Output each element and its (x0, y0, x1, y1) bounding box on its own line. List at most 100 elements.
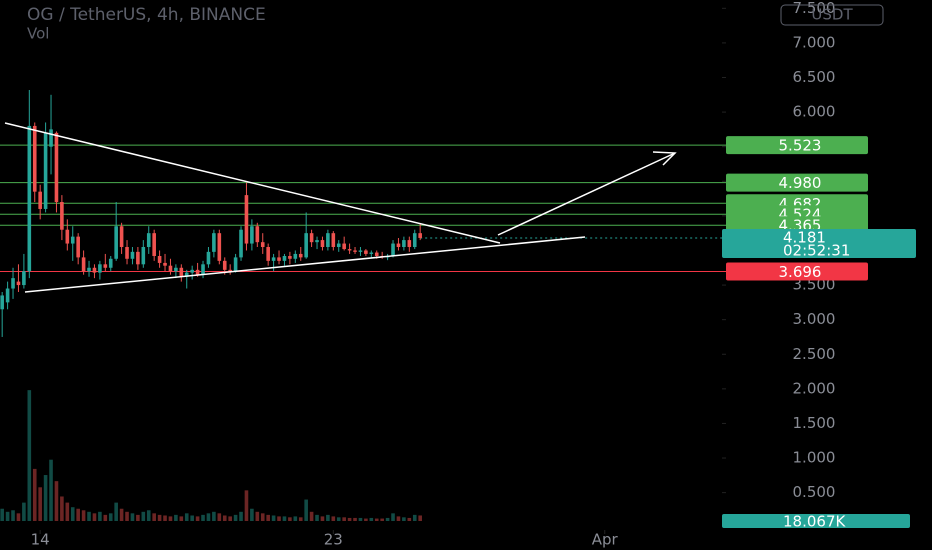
volume-bar (222, 515, 227, 521)
candle-body (277, 257, 281, 261)
volume-bar (342, 517, 346, 521)
candle-body (369, 252, 374, 254)
y-tick-label: 7.000 (793, 33, 836, 51)
volume-bar (309, 511, 314, 521)
volume-bar (108, 513, 113, 521)
candle-body (38, 191, 42, 209)
y-tick-label: 1.500 (793, 414, 836, 432)
volume-bar (217, 513, 222, 521)
candle-body (130, 251, 135, 259)
candle-body (412, 233, 417, 248)
countdown: 02:52:31 (783, 241, 850, 259)
candle-body (11, 278, 15, 289)
candle-body (146, 233, 151, 248)
candle-body (250, 226, 254, 244)
volume-bar (174, 514, 178, 521)
candle-body (364, 250, 368, 254)
volume-bar (201, 514, 205, 521)
currency-button[interactable] (780, 4, 884, 26)
volume-title: Vol (27, 25, 49, 43)
volume-bar (385, 517, 390, 521)
candle-body (49, 129, 53, 147)
candle-body (255, 226, 260, 243)
candle-body (195, 269, 200, 275)
candle-body (103, 264, 108, 268)
volume-tag (722, 514, 910, 528)
level-label: 3.696 (779, 263, 822, 281)
candle-body (174, 267, 178, 272)
candle-body (108, 258, 113, 268)
currency-label[interactable]: USDT (811, 6, 853, 24)
candle-body (331, 233, 336, 248)
candle-body (233, 257, 238, 272)
y-tick-label: 1.000 (793, 449, 836, 467)
candle-body (190, 269, 194, 273)
candle-body (92, 267, 97, 273)
candle-body (98, 264, 102, 273)
level-tag (726, 173, 868, 192)
candle-body (206, 251, 211, 265)
volume-bar (76, 508, 80, 521)
volume-bar (418, 515, 422, 521)
volume-bar (255, 511, 260, 521)
volume-bar (70, 507, 75, 521)
candle-body (342, 243, 346, 250)
volume-bar (92, 513, 97, 521)
volume-bar (98, 511, 102, 521)
volume-bar (407, 517, 412, 521)
volume-bar (130, 513, 135, 521)
level-label: 4.980 (779, 174, 822, 192)
volume-bar (396, 516, 401, 521)
volume-bar (304, 499, 308, 521)
x-tick-label: Apr (592, 531, 619, 549)
volume-bar (239, 511, 243, 521)
volume-bar (5, 511, 10, 521)
candle-body (396, 243, 401, 248)
volume-bar (32, 468, 37, 521)
volume-bar (22, 502, 26, 521)
candle-body (184, 272, 189, 277)
candle-body (179, 267, 184, 277)
volume-bar (233, 514, 238, 521)
candle-body (358, 250, 363, 252)
volume-bar (54, 481, 59, 521)
volume-bar (195, 516, 200, 521)
candle-body (114, 226, 118, 259)
candle-body (76, 236, 80, 258)
volume-bar (391, 513, 395, 521)
volume-bar (16, 513, 21, 521)
volume-bar (282, 516, 287, 521)
volume-bar (141, 511, 146, 521)
candle-body (222, 260, 227, 270)
volume-bar (179, 516, 184, 521)
volume-bar (114, 502, 118, 521)
volume-bar (293, 516, 298, 521)
candle-body (407, 240, 412, 248)
candle-body (336, 243, 341, 248)
volume-bar (315, 514, 319, 521)
volume-bar (364, 518, 368, 521)
candle-body (5, 288, 10, 303)
volume-bar (244, 490, 249, 521)
trend-line (4, 122, 501, 244)
volume-bar (320, 516, 325, 521)
last-price-tag (722, 228, 916, 258)
x-tick-label: 23 (324, 531, 343, 549)
candle-body (239, 229, 243, 258)
candles-layer (0, 89, 422, 337)
volume-label: 18.067K (783, 513, 846, 531)
volume-bar (250, 508, 254, 521)
level-label: 5.523 (779, 137, 822, 155)
volume-bar (136, 514, 140, 521)
candle-body (201, 264, 205, 275)
volume-bar (152, 513, 156, 521)
volume-bar (87, 511, 91, 521)
volume-bar (298, 517, 303, 521)
volume-bar (60, 496, 64, 521)
arrow-head (652, 151, 677, 166)
candle-body (70, 236, 75, 244)
volume-bar (336, 517, 341, 521)
volume-bar (125, 511, 129, 521)
candle-body (244, 195, 249, 244)
